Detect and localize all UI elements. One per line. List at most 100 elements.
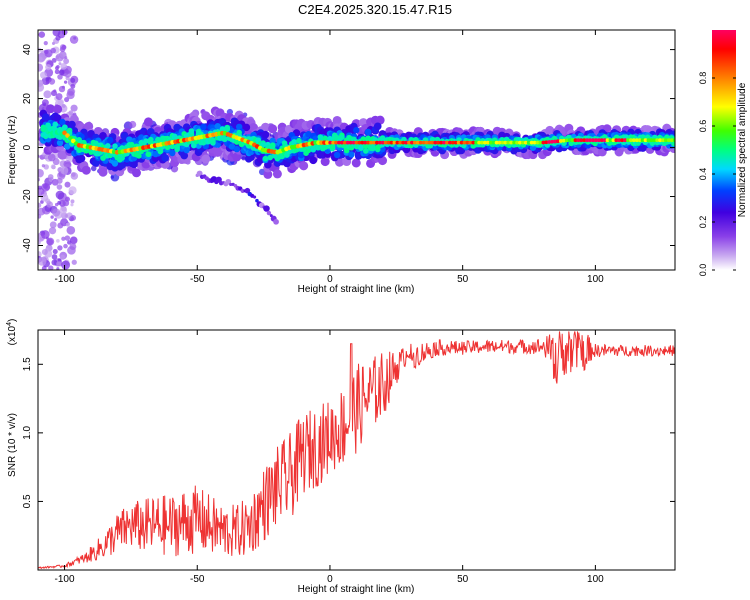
heatmap-band-cell [262, 155, 269, 162]
heatmap-ridge-cell [585, 138, 590, 143]
heatmap-ridge-cell [436, 140, 441, 145]
heatmap-noise-blob [64, 96, 70, 103]
heatmap-ridge-cell [497, 140, 502, 145]
heatmap-band-cell [261, 130, 270, 139]
heatmap-band-cell [233, 145, 240, 153]
heatmap-noise-blob [68, 186, 77, 195]
heatmap-band-cell [235, 123, 243, 131]
heatmap-noise-blob [47, 153, 56, 162]
heatmap-band-cell [145, 151, 152, 157]
heatmap-marks [38, 30, 675, 270]
heatmap-ridge-cell [634, 138, 639, 143]
heatmap-noise-blob [52, 248, 58, 255]
heatmap-band-cell [112, 143, 118, 149]
heatmap-ridge-cell [541, 140, 546, 145]
heatmap-ridge-cell [637, 138, 642, 143]
heatmap-band-cell [320, 157, 330, 167]
snr-marks [38, 331, 675, 570]
heatmap-ridge-cell [614, 138, 619, 143]
heatmap-noise-blob [70, 199, 75, 204]
colorbar-tick-label: 0.8 [698, 72, 708, 85]
heatmap-band-cell [52, 121, 59, 128]
heatmap-ridge-cell [526, 140, 531, 145]
heatmap-band-cell [99, 131, 107, 140]
heatmap-ridge-cell [523, 140, 528, 145]
heatmap-band-cell [201, 154, 211, 164]
heatmap-noise-blob [51, 57, 57, 63]
heatmap-band-cell [378, 156, 388, 166]
heatmap-ridge-cell [357, 140, 362, 145]
heatmap-ridge-cell [360, 140, 365, 145]
heatmap-ridge-cell [328, 140, 333, 145]
heatmap-ridge-cell [643, 138, 648, 143]
heatmap-noise-blob [45, 198, 51, 204]
heatmap-ridge-cell [649, 138, 654, 143]
heatmap-noise-blob [38, 63, 44, 72]
heatmap-ridge-cell [383, 140, 388, 145]
heatmap-ridge-cell [372, 140, 376, 145]
heatmap-noise-blob [63, 58, 70, 65]
colorbar-label: Normalized spectral amplitude [737, 82, 748, 217]
heatmap-ridge-cell [395, 140, 400, 145]
heatmap-noise-blob [129, 120, 137, 129]
heatmap-noise-blob [46, 237, 55, 246]
x-tick-label: -100 [55, 574, 75, 585]
snr-multiplier-base: (x10 [7, 325, 18, 345]
heatmap-noise-blob [43, 40, 48, 46]
heatmap-ridge-cell [404, 140, 409, 145]
heatmap-ridge-cell [608, 138, 613, 143]
heatmap-noise-blob [53, 89, 57, 93]
heatmap-band-cell [233, 139, 240, 145]
heatmap-ridge-cell [340, 140, 344, 145]
heatmap-noise-blob [60, 62, 68, 70]
heatmap-band-cell [128, 141, 135, 148]
heatmap-ridge-cell [480, 140, 484, 145]
heatmap-band-cell [375, 115, 385, 125]
heatmap-band-cell [180, 151, 189, 160]
heatmap-noise-blob [57, 245, 63, 251]
heatmap-noise-blob [58, 62, 62, 66]
heatmap-noise-blob [51, 259, 58, 266]
heatmap-band-cell [210, 138, 216, 145]
y-tick-label: 1.5 [22, 357, 33, 371]
heatmap-band-cell [157, 148, 164, 155]
heatmap-band-cell [269, 137, 276, 145]
heatmap-band-cell [193, 138, 199, 145]
heatmap-noise-blob [66, 225, 76, 235]
heatmap-ridge-cell [564, 138, 569, 143]
heatmap-noise-blob [59, 46, 66, 53]
heatmap-band-cell [322, 135, 328, 142]
heatmap-ridge-cell [430, 140, 435, 145]
heatmap-ridge-cell [661, 138, 665, 143]
heatmap-band-cell [92, 159, 100, 167]
heatmap-noise-blob [69, 243, 77, 251]
heatmap-ridge-cell [579, 138, 584, 143]
x-tick-label: 100 [587, 574, 604, 585]
heatmap-ridge-cell [424, 140, 429, 145]
heatmap-noise-blob [64, 181, 71, 188]
heatmap-ridge-cell [594, 138, 598, 143]
heatmap-ridge-cell [334, 140, 338, 145]
heatmap-ridge-cell [386, 140, 391, 145]
heatmap-ridge-cell [596, 138, 601, 143]
heatmap-ridge-cell [582, 138, 587, 143]
heatmap-band-cell [268, 124, 278, 134]
heatmap-ridge-cell [640, 138, 645, 143]
x-tick-label: 0 [327, 574, 333, 585]
heatmap-ridge-cell [459, 140, 464, 145]
heatmap-band-cell [41, 113, 50, 121]
heatmap-branch-cell [263, 205, 270, 212]
heatmap-ridge-cell [439, 140, 444, 145]
x-tick-label: -50 [190, 574, 205, 585]
heatmap-noise-blob [67, 240, 72, 245]
snr-multiplier: (x104) [6, 319, 18, 346]
heatmap-band-cell [222, 136, 228, 142]
heatmap-noise-blob [45, 64, 52, 71]
heatmap-band-cell [263, 169, 273, 179]
heatmap-band-cell [309, 156, 318, 165]
heatmap-noise-blob [58, 85, 66, 93]
heatmap-x-label: Height of straight line (km) [298, 284, 415, 295]
x-tick-label: 100 [587, 274, 604, 285]
heatmap-ridge-cell [392, 140, 397, 145]
heatmap-noise-blob [38, 214, 42, 219]
